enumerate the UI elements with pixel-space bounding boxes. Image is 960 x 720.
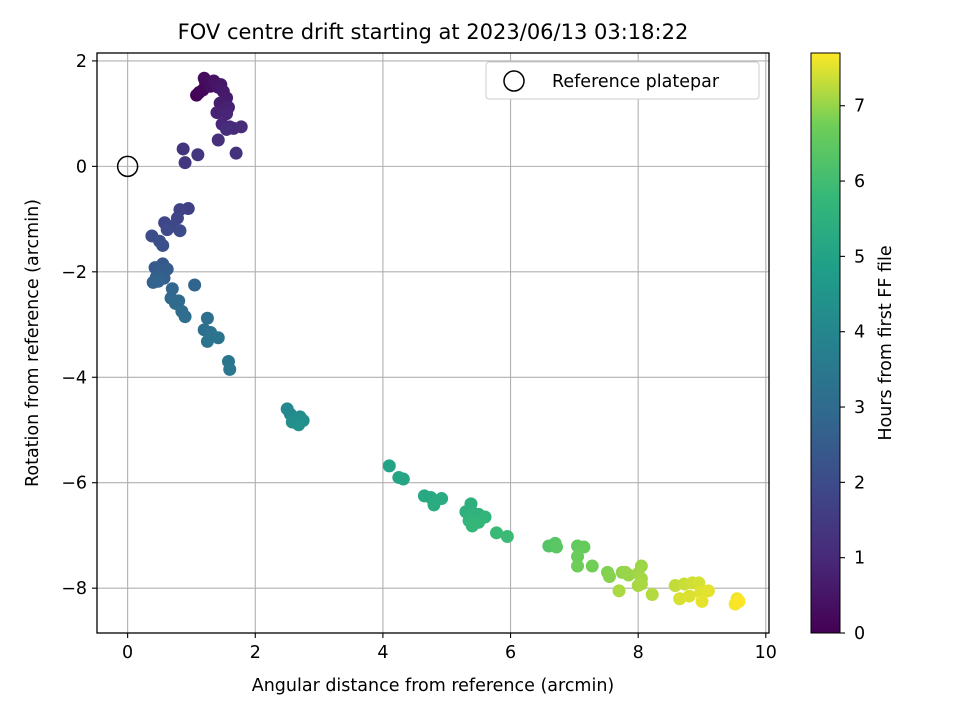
data-point [732,594,746,608]
legend-box [485,61,760,100]
data-point [292,418,306,432]
data-point [465,519,479,533]
data-point [618,565,632,579]
data-point [571,559,585,573]
x-tick-label: 2 [250,643,261,663]
data-point [165,282,179,296]
colorbar-gradient [810,52,841,634]
y-tick-label: 0 [76,157,87,177]
colorbar: 0 1 2 3 4 5 6 7 Hours from first FF file [810,52,896,644]
y-tick-label: 2 [76,52,87,72]
data-point [427,498,441,512]
data-point [211,331,225,345]
data-point [577,540,591,554]
colorbar-tick-label: 5 [854,247,865,267]
colorbar-label: Hours from first FF file [876,245,896,440]
x-tick-label: 0 [122,643,133,663]
x-tick-label: 4 [377,643,388,663]
data-point [223,362,237,376]
data-point [396,472,410,486]
data-point [489,526,503,540]
legend-reference-marker [503,70,525,92]
data-point [156,238,170,252]
data-point [229,146,243,160]
data-point [602,570,616,584]
data-point [695,594,709,608]
colorbar-ticks: 0 1 2 3 4 5 6 7 [840,97,865,644]
plot-frame [96,52,770,634]
data-point [701,584,715,598]
x-tick-label: 6 [505,643,516,663]
y-tick-label: −8 [61,579,87,599]
data-point [645,588,659,602]
y-axis: 2 0 −2 −4 −6 −8 [61,52,97,599]
data-point [500,530,514,544]
data-point [200,311,214,325]
colorbar-tick-label: 3 [854,398,865,418]
data-point [200,334,214,348]
data-point [612,584,626,598]
reference-layer [116,155,139,178]
data-point [160,223,174,237]
data-point [682,589,696,603]
data-point [173,224,187,238]
x-axis: 0 2 4 6 8 10 [122,633,777,663]
colorbar-tick-label: 6 [854,172,865,192]
data-point [634,577,648,591]
legend: Reference platepar [485,61,760,100]
colorbar-tick-label: 1 [854,549,865,569]
colorbar-tick-label: 7 [854,97,865,117]
data-point [178,310,192,324]
chart-title: FOV centre drift starting at 2023/06/13 … [178,20,689,44]
data-point [220,107,234,121]
colorbar-tick-label: 2 [854,473,865,493]
y-axis-label: Rotation from reference (arcmin) [23,199,43,487]
legend-reference-label: Reference platepar [552,72,720,92]
y-tick-label: −2 [61,263,87,283]
data-point [382,459,396,473]
data-point [211,133,225,147]
y-tick-label: −6 [61,474,87,494]
data-point [151,274,165,288]
data-point [585,559,599,573]
y-tick-label: −4 [61,368,87,388]
data-point [549,540,563,554]
data-point [234,120,248,134]
x-axis-label: Angular distance from reference (arcmin) [252,676,615,696]
data-point [191,148,205,162]
data-point [220,122,234,136]
data-point [188,278,202,292]
data-points [145,71,746,611]
reference-platepar-marker [116,155,139,178]
data-point [571,550,585,564]
data-point [210,106,224,120]
data-point [178,156,192,170]
data-point [176,142,190,156]
x-tick-label: 8 [633,643,644,663]
colorbar-tick-label: 4 [854,323,865,343]
grid [97,53,769,633]
x-tick-label: 10 [755,643,777,663]
colorbar-tick-label: 0 [854,624,865,644]
